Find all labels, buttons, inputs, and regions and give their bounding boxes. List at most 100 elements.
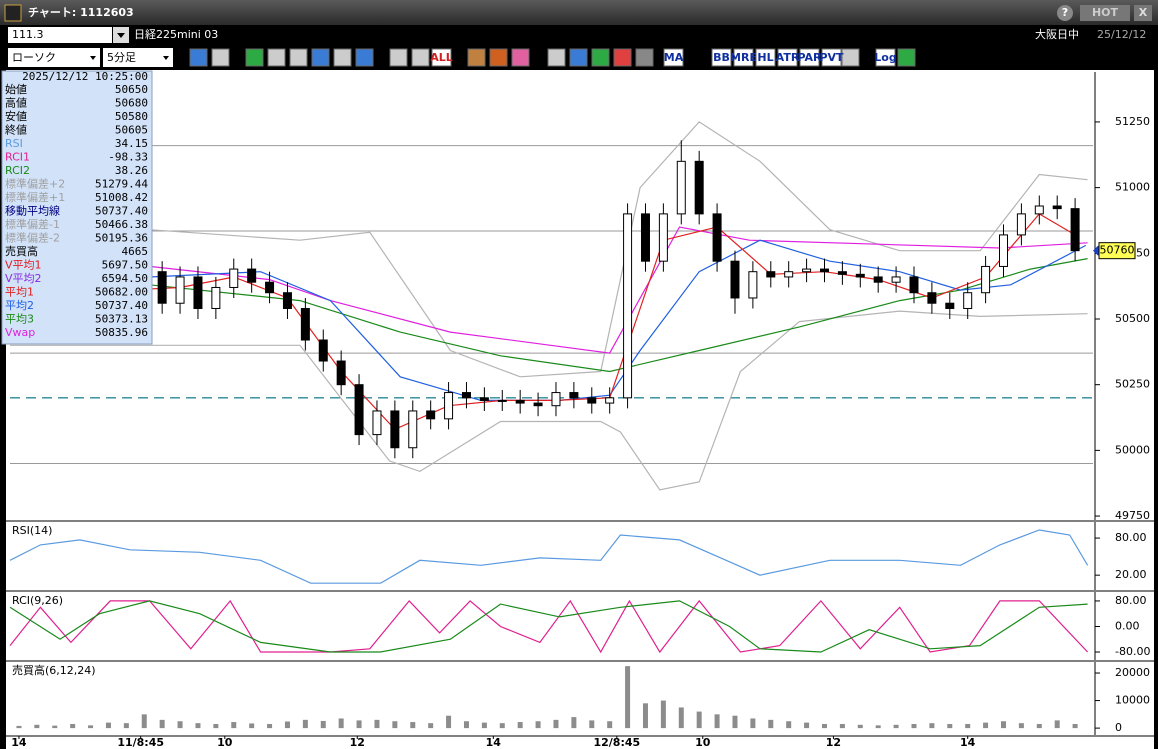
instrument-name: 日経225mini 03 <box>134 28 218 41</box>
volume-bar <box>320 720 326 729</box>
candle-body <box>587 397 597 404</box>
info-value: 4665 <box>122 245 149 258</box>
volume-bar <box>893 724 899 729</box>
volume-bar <box>141 714 147 729</box>
dropdown-arrow <box>163 56 169 60</box>
session: 大阪日中 <box>1035 27 1079 41</box>
volume-bar <box>768 719 774 729</box>
toolbar-icon[interactable] <box>411 48 430 67</box>
toolbar-icon[interactable] <box>547 48 566 67</box>
toolbar-icon[interactable] <box>467 48 486 67</box>
candle-body <box>229 268 239 288</box>
y-tick-label: -80.00 <box>1115 645 1150 658</box>
candle-body <box>157 271 167 304</box>
info-panel: 2025/12/12 10:25:00 始値 50650 高値 50680 安値 5058… <box>1 70 153 345</box>
info-value: 6594.50 <box>102 272 148 285</box>
info-value: 51008.42 <box>95 191 148 204</box>
y-tick-label: 80.00 <box>1115 531 1147 544</box>
dropdown-arrow <box>90 56 96 60</box>
toolbar-icon[interactable] <box>355 48 374 67</box>
info-value: 51279.44 <box>95 178 148 191</box>
window-title: チャート: 1112603 <box>28 6 134 19</box>
kind-select[interactable] <box>8 48 100 67</box>
candle-body <box>927 292 937 304</box>
volume-bar <box>284 721 290 729</box>
toolbar-button-label: HL <box>757 51 773 64</box>
toolbar-icon[interactable] <box>389 48 408 67</box>
volume-bar <box>213 723 219 729</box>
x-tick-label: 10 <box>217 736 233 749</box>
x-tick-label: 14 <box>960 736 976 749</box>
toolbar-icon[interactable] <box>897 48 916 67</box>
hot-button[interactable] <box>1080 5 1130 21</box>
series-line <box>9 121 1088 378</box>
toolbar-button[interactable] <box>711 48 732 67</box>
volume-bar <box>589 720 595 729</box>
candle-body <box>1016 213 1026 236</box>
close-button[interactable] <box>1134 5 1152 21</box>
toolbar-icon[interactable] <box>189 48 208 67</box>
toolbar-icon[interactable] <box>211 48 230 67</box>
volume-bar <box>1072 723 1078 729</box>
volume-bar <box>625 666 631 729</box>
hot-label: HOT <box>1092 6 1119 19</box>
volume-bar <box>463 721 469 729</box>
toolbar-icon[interactable] <box>613 48 632 67</box>
volume-bar <box>392 721 398 729</box>
y-tick-label: 49750 <box>1115 509 1150 522</box>
x-tick-label: 10 <box>695 736 711 749</box>
series-line <box>9 529 1089 584</box>
x-tick-label: 12 <box>350 736 365 749</box>
info-value: 50605 <box>115 124 148 137</box>
toolbar-button-label: MA <box>664 51 684 64</box>
toolbar-icon[interactable] <box>311 48 330 67</box>
candle-body <box>426 410 436 420</box>
volume-bar <box>947 723 953 729</box>
volume-bar <box>642 703 648 729</box>
info-value: 50466.38 <box>95 218 148 231</box>
period-select[interactable] <box>103 48 173 67</box>
volume-bar <box>356 720 362 729</box>
info-value: 38.26 <box>115 164 148 177</box>
toolbar-button[interactable] <box>663 48 684 67</box>
toolbar-icon[interactable] <box>245 48 264 67</box>
x-tick-label: 14 <box>11 736 27 749</box>
toolbar-button[interactable] <box>755 48 776 67</box>
toolbar-button-label: PVT <box>819 51 844 64</box>
info-value: 50835.96 <box>95 326 148 339</box>
volume-bar <box>267 723 273 729</box>
candle-body <box>676 160 686 215</box>
candle-body <box>748 271 758 299</box>
close-label: X <box>1139 6 1148 19</box>
toolbar-icon[interactable] <box>569 48 588 67</box>
toolbar-button[interactable] <box>875 48 896 67</box>
toolbar-button[interactable] <box>431 48 452 67</box>
toolbar-button[interactable] <box>799 48 820 67</box>
info-label: 始値 <box>5 82 27 96</box>
candle-body <box>766 271 776 278</box>
toolbar-button[interactable] <box>777 48 798 67</box>
toolbar-button-label: Log <box>874 51 896 64</box>
toolbar-icon[interactable] <box>635 48 654 67</box>
info-label: RSI <box>5 137 23 150</box>
x-tick-label: 14 <box>486 736 502 749</box>
info-label: 平均2 <box>5 298 34 312</box>
toolbar-icon[interactable] <box>511 48 530 67</box>
candle-body <box>945 302 955 309</box>
toolbar-icon[interactable] <box>489 48 508 67</box>
code-input[interactable] <box>8 27 112 43</box>
toolbar-icon[interactable] <box>333 48 352 67</box>
toolbar-icon[interactable] <box>267 48 286 67</box>
candle-body <box>640 213 650 262</box>
toolbar-icon[interactable] <box>289 48 308 67</box>
toolbar-icon[interactable] <box>841 48 860 67</box>
toolbar-button[interactable] <box>733 48 754 67</box>
volume-bar <box>553 719 559 729</box>
help-button[interactable] <box>1057 5 1073 21</box>
dropdown-arrow <box>117 33 125 38</box>
toolbar-button[interactable] <box>821 48 842 67</box>
volume-bar <box>410 722 416 729</box>
title-bar <box>0 0 1158 25</box>
volume-bar <box>1036 723 1042 729</box>
toolbar-icon[interactable] <box>591 48 610 67</box>
